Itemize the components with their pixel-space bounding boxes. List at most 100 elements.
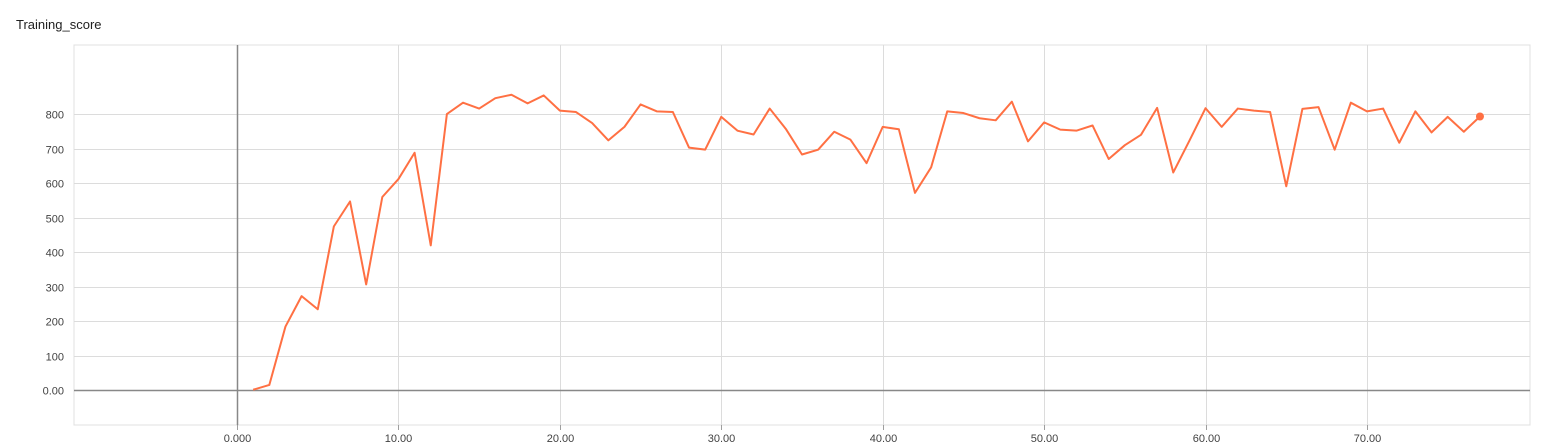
plot-frame [73,44,1531,426]
data-point [1091,123,1095,127]
data-point [429,243,433,247]
data-point [1074,129,1078,133]
data-point [1187,139,1191,143]
data-point [1317,105,1321,109]
y-tick-label: 500 [46,214,64,226]
data-point [461,101,465,105]
grid-lines [73,44,1531,426]
y-tick-label: 100 [46,352,64,364]
data-point [719,115,723,119]
data-point [1446,115,1450,119]
x-tick-label: 10.00 [385,433,413,445]
data-point [655,109,659,113]
data-point [913,191,917,195]
x-tick-label: 70.00 [1354,433,1382,445]
data-point [687,146,691,150]
data-point [622,125,626,129]
data-point [1349,101,1353,105]
data-point [574,110,578,114]
data-point [396,177,400,181]
data-point [590,121,594,125]
data-point [1220,125,1224,129]
data-point [1284,184,1288,188]
data-point [348,199,352,203]
data-point [1042,120,1046,124]
y-tick-label: 0.00 [43,386,64,398]
x-tick-label: 30.00 [708,433,736,445]
data-point [1010,100,1014,104]
data-point [768,107,772,111]
data-point [1413,109,1417,113]
data-point [332,224,336,228]
data-point [832,130,836,134]
data-point [606,138,610,142]
y-tick-label: 200 [46,317,64,329]
x-tick-label: 20.00 [547,433,575,445]
data-point [1397,141,1401,145]
data-point [929,165,933,169]
y-tick-label: 400 [46,248,64,260]
data-point [703,148,707,152]
x-tick-label: 0.000 [224,433,252,445]
data-point [477,107,481,111]
data-point [1236,107,1240,111]
data-point [848,138,852,142]
data-point [978,116,982,120]
data-point [752,132,756,136]
data-point [800,153,804,157]
data-point [300,294,304,298]
data-point [671,110,675,114]
data-point [1026,139,1030,143]
data-point [526,101,530,105]
data-point [1171,170,1175,174]
data-point [413,151,417,155]
data-point [1058,128,1062,132]
data-point [945,109,949,113]
data-point [784,127,788,131]
last-point-marker [1475,112,1484,121]
chart-title: Training_score [16,17,102,32]
data-point [283,325,287,329]
series-layer [251,93,1484,392]
data-point [1155,106,1159,110]
data-point [445,112,449,116]
data-point [735,129,739,133]
x-tick-label: 50.00 [1031,433,1059,445]
data-point [1204,106,1208,110]
series-line [252,93,1481,391]
data-point [1381,107,1385,111]
data-point [1252,109,1256,113]
data-point [542,93,546,97]
data-point [1107,157,1111,161]
data-point [364,282,368,286]
data-point [816,148,820,152]
x-tick-label: 40.00 [870,433,898,445]
data-point [865,161,869,165]
tick-labels: 0.00 100 200 300 400 500 600 700 800 0.000 10.00 20… [43,110,1382,446]
data-point [994,118,998,122]
data-point [1430,130,1434,134]
data-point [558,109,562,113]
data-point [267,383,271,387]
data-point [316,307,320,311]
data-point [1333,148,1337,152]
data-point [1462,130,1466,134]
data-point [509,93,513,97]
y-tick-label: 700 [46,145,64,157]
data-point [493,96,497,100]
data-point [1365,109,1369,113]
x-tick-label: 60.00 [1193,433,1221,445]
y-tick-label: 800 [46,110,64,122]
data-point [1139,133,1143,137]
data-point [1268,110,1272,114]
y-tick-label: 600 [46,179,64,191]
axes [74,45,1530,430]
data-point [380,195,384,199]
data-point [897,127,901,131]
y-tick-label: 300 [46,283,64,295]
data-point [639,102,643,106]
data-point [251,388,255,392]
data-point [1123,143,1127,147]
data-point [961,111,965,115]
